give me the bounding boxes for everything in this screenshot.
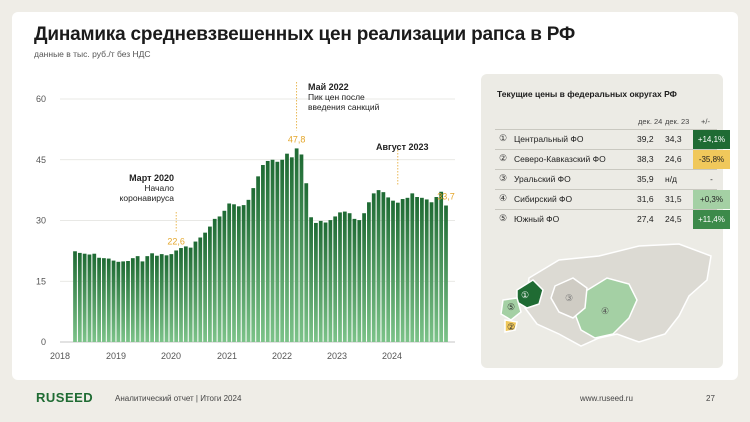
change-badge: -35,8% — [693, 150, 730, 169]
footer-url[interactable]: www.ruseed.ru — [580, 394, 633, 403]
change-badge: +11,4% — [693, 210, 730, 229]
page-title: Динамика средневзвешенных цен реализации… — [34, 24, 576, 45]
map-label-north-caucasus: ② — [507, 322, 515, 332]
price-dec23: н/д — [665, 174, 678, 184]
region-number: ① — [499, 133, 508, 143]
region-number: ④ — [499, 193, 508, 203]
change-badge: +0,3% — [693, 190, 730, 209]
change-badge: - — [710, 175, 713, 184]
region-row: ② Северо-Кавказский ФО 38,3 24,6 -35,8% — [495, 149, 730, 169]
region-number: ⑤ — [499, 213, 508, 223]
page-number: 27 — [706, 394, 715, 403]
map-label-south: ⑤ — [507, 302, 515, 312]
annotation-title: Август 2023 — [376, 142, 429, 152]
region-number: ③ — [499, 173, 508, 183]
map-region-ural — [550, 277, 588, 319]
price-dec24: 27,4 — [637, 214, 654, 224]
map-region-north-caucasus — [504, 319, 518, 333]
price-dec23: 24,6 — [665, 154, 682, 164]
region-name: Уральский ФО — [514, 174, 571, 184]
panel-title: Текущие цены в федеральных округах РФ — [497, 89, 677, 99]
region-name: Центральный ФО — [514, 134, 584, 144]
annotation-line: введения санкций — [308, 102, 380, 112]
price-dec24: 38,3 — [637, 154, 654, 164]
price-dec24: 35,9 — [637, 174, 654, 184]
map-label-ural: ③ — [565, 293, 573, 303]
annotation-may-2022: Май 2022 Пик цен после введения санкций — [308, 82, 388, 112]
map-label-central: ① — [521, 290, 529, 300]
region-row: ③ Уральский ФО 35,9 н/д - — [495, 169, 717, 189]
regions-panel: Текущие цены в федеральных округах РФ де… — [481, 74, 730, 368]
region-name: Сибирский ФО — [514, 194, 573, 204]
region-row: ④ Сибирский ФО 31,6 31,5 +0,3% — [495, 189, 730, 209]
annotation-line: Начало — [144, 183, 174, 193]
map-region-siberian — [574, 277, 638, 339]
price-dec23: 24,5 — [665, 214, 682, 224]
region-row: ① Центральный ФО 39,2 34,3 +14,1% — [495, 129, 730, 149]
region-name: Южный ФО — [514, 214, 560, 224]
price-dec24: 31,6 — [637, 194, 654, 204]
annotation-line: коронавируса — [119, 193, 174, 203]
region-number: ② — [499, 153, 508, 163]
brand-logo: RUSEED — [36, 390, 94, 405]
footer-report-label: Аналитический отчет | Итоги 2024 — [115, 394, 242, 403]
region-name: Северо-Кавказский ФО — [514, 154, 606, 164]
header-change: +/- — [701, 117, 710, 126]
change-badge: +14,1% — [693, 130, 730, 149]
map-label-siberian: ④ — [601, 306, 609, 316]
russia-map: ① ② ③ ④ ⑤ — [500, 243, 712, 347]
annotation-title: Май 2022 — [308, 82, 349, 92]
annotation-august-2023: Август 2023 — [376, 142, 446, 152]
header-dec24: дек. 24 — [638, 117, 663, 126]
annotation-march-2020: Март 2020 Начало коронавируса — [118, 173, 174, 203]
price-dec24: 39,2 — [637, 134, 654, 144]
annotation-title: Март 2020 — [129, 173, 174, 183]
map-region-south — [500, 297, 522, 321]
page-subtitle: данные в тыс. руб./т без НДС — [34, 49, 151, 59]
region-row: ⑤ Южный ФО 27,4 24,5 +11,4% — [495, 209, 730, 229]
annotation-line: Пик цен после — [308, 92, 365, 102]
header-dec23: дек. 23 — [665, 117, 690, 126]
price-dec23: 31,5 — [665, 194, 682, 204]
price-dec23: 34,3 — [665, 134, 682, 144]
